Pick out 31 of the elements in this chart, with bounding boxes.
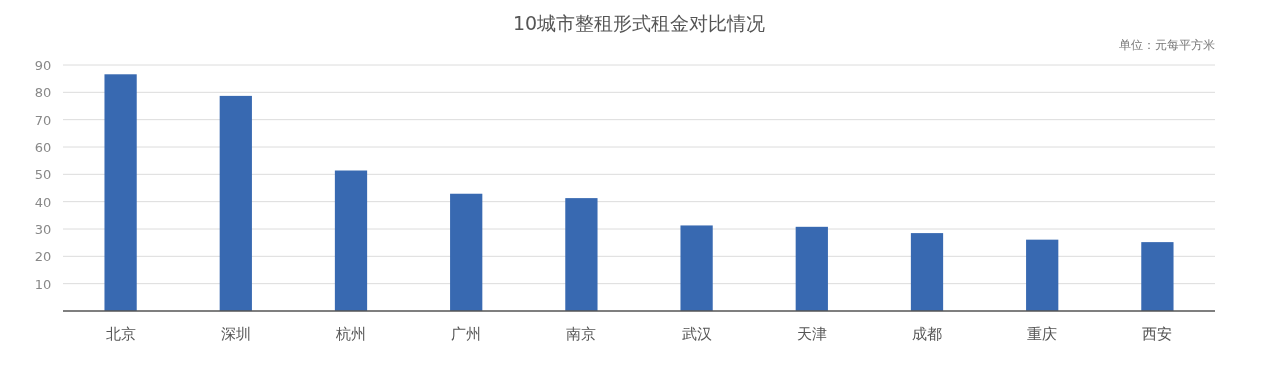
- x-tick-label: 北京: [105, 325, 136, 343]
- x-tick-label: 西安: [1142, 325, 1173, 343]
- bar: [1026, 239, 1059, 311]
- bar: [910, 233, 944, 311]
- x-tick-label: 南京: [566, 325, 597, 343]
- x-tick-label: 杭州: [335, 325, 366, 343]
- y-tick-label: 30: [34, 222, 52, 237]
- x-tick-label: 广州: [451, 325, 482, 343]
- bar: [1141, 242, 1174, 311]
- bar: [450, 193, 483, 311]
- bar: [565, 198, 598, 311]
- bar: [219, 95, 252, 311]
- y-tick-label: 80: [34, 85, 52, 101]
- text: 单位：元每平方米: [1119, 38, 1215, 52]
- bar: [104, 74, 137, 311]
- y-tick-label: 40: [34, 194, 52, 210]
- x-tick-label: 深圳: [220, 325, 251, 343]
- y-tick-label: 70: [34, 112, 52, 128]
- y-tick-label: 20: [34, 249, 52, 265]
- bar: [680, 225, 713, 311]
- chart-title: 10城市整租形式租金对比情况: [512, 12, 766, 34]
- y-tick-label: 90: [34, 58, 52, 73]
- x-tick-label: 重庆: [1027, 325, 1058, 343]
- bar: [795, 226, 828, 311]
- x-tick-label: 武汉: [681, 325, 712, 343]
- y-tick-label: 60: [34, 140, 52, 155]
- y-tick-label: 10: [34, 276, 52, 292]
- x-tick-label: 成都: [912, 325, 942, 343]
- y-tick-label: 50: [34, 167, 52, 183]
- bar: [334, 170, 368, 311]
- x-tick-label: 天津: [796, 325, 827, 343]
